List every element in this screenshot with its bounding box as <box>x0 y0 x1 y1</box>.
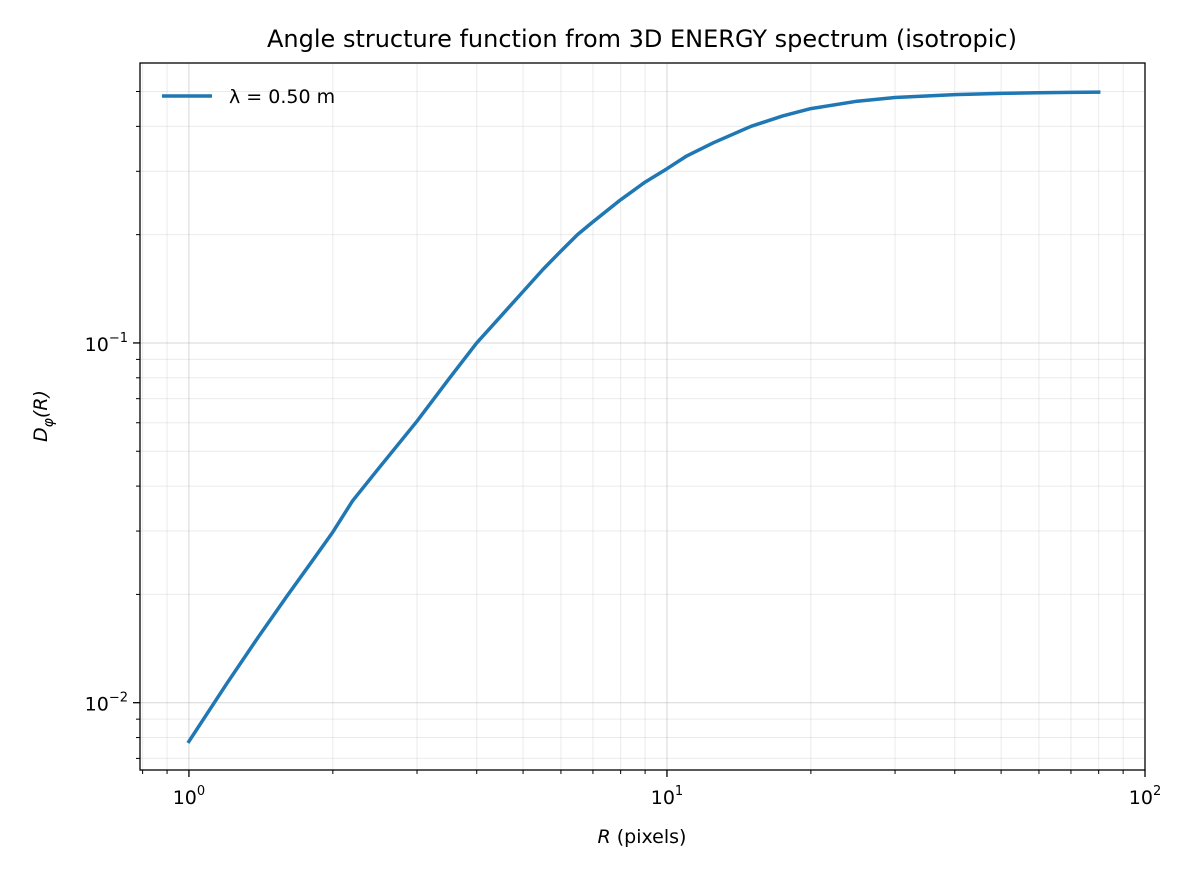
y-axis-label-sub: φ <box>41 417 57 427</box>
series-layer <box>186 90 1101 744</box>
series-line-0 <box>186 90 1101 744</box>
y-axis-label-arg: (R) <box>30 390 52 418</box>
axis-ticks: 100 101 102 10−2 10−1 <box>85 90 1161 809</box>
y-axis-label-base: D <box>30 427 52 442</box>
y-axis-label: Dφ(R) <box>30 390 57 442</box>
plot-frame <box>139 62 1146 771</box>
legend: λ = 0.50 m <box>162 86 335 108</box>
x-axis-label: R (pixels) <box>598 826 687 848</box>
x-tick-label: 101 <box>651 784 683 809</box>
y-tick-label: 10−1 <box>85 331 128 356</box>
x-axis-label-main: R <box>598 826 611 848</box>
chart-title: Angle structure function from 3D ENERGY … <box>267 25 1017 53</box>
x-axis-label-unit: (pixels) <box>611 826 687 848</box>
legend-entry-label: λ = 0.50 m <box>229 86 335 108</box>
y-tick-label: 10−2 <box>85 691 128 716</box>
x-tick-label: 102 <box>1129 784 1161 809</box>
x-tick-label: 100 <box>173 784 205 809</box>
grid-lines <box>140 63 1146 770</box>
